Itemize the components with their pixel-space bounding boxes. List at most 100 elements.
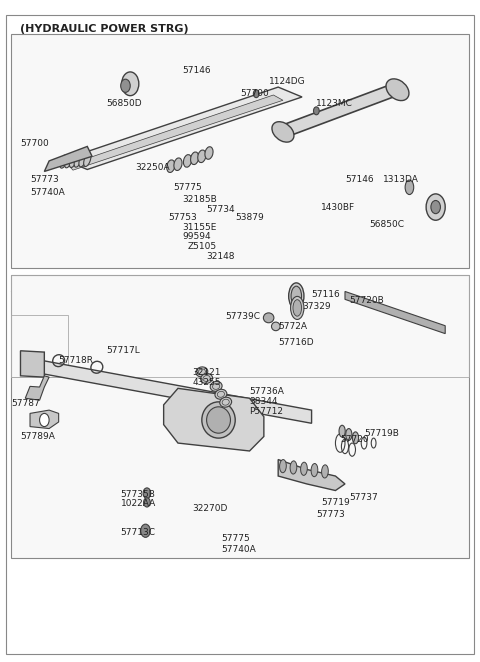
Polygon shape xyxy=(21,351,44,377)
Bar xyxy=(11,275,469,377)
Text: (HYDRAULIC POWER STRG): (HYDRAULIC POWER STRG) xyxy=(21,24,189,34)
Text: 1124DG: 1124DG xyxy=(269,77,305,86)
Text: 57735B: 57735B xyxy=(120,490,156,499)
Polygon shape xyxy=(25,376,49,401)
Ellipse shape xyxy=(198,150,206,163)
Text: 57146: 57146 xyxy=(345,175,373,184)
Text: Z5105: Z5105 xyxy=(188,242,216,251)
Ellipse shape xyxy=(196,367,208,377)
Ellipse shape xyxy=(405,180,414,195)
Text: 57718R: 57718R xyxy=(59,356,94,365)
Circle shape xyxy=(431,201,441,214)
Ellipse shape xyxy=(290,297,304,320)
Text: 99594: 99594 xyxy=(183,232,211,241)
Ellipse shape xyxy=(220,397,232,407)
Text: 1123MC: 1123MC xyxy=(316,99,353,108)
Circle shape xyxy=(426,194,445,220)
Text: 57700: 57700 xyxy=(240,89,269,98)
Circle shape xyxy=(253,90,259,97)
Text: 56850D: 56850D xyxy=(107,99,142,108)
Text: 57720: 57720 xyxy=(340,436,369,444)
Text: 57720B: 57720B xyxy=(350,295,384,305)
Text: 37329: 37329 xyxy=(302,302,331,311)
Ellipse shape xyxy=(215,389,227,399)
Text: 38344: 38344 xyxy=(250,397,278,406)
Bar xyxy=(11,275,469,559)
Text: 1313DA: 1313DA xyxy=(383,175,419,184)
Text: 57734: 57734 xyxy=(206,205,235,214)
Circle shape xyxy=(39,413,49,426)
Ellipse shape xyxy=(210,381,222,391)
Ellipse shape xyxy=(352,432,359,444)
Text: 57719B: 57719B xyxy=(364,429,399,438)
Polygon shape xyxy=(278,459,345,491)
Text: 56850C: 56850C xyxy=(369,220,404,228)
Text: 32148: 32148 xyxy=(206,252,235,261)
Text: 57713C: 57713C xyxy=(120,528,156,537)
Bar xyxy=(11,314,68,377)
Text: 57716D: 57716D xyxy=(278,338,314,347)
Ellipse shape xyxy=(339,425,345,437)
Text: 32185B: 32185B xyxy=(183,195,217,204)
Ellipse shape xyxy=(60,155,67,168)
Polygon shape xyxy=(30,410,59,428)
Ellipse shape xyxy=(201,373,213,383)
Text: 57719: 57719 xyxy=(321,498,350,507)
Polygon shape xyxy=(68,95,283,170)
Ellipse shape xyxy=(288,283,304,309)
Ellipse shape xyxy=(206,407,230,433)
Ellipse shape xyxy=(291,286,301,306)
Text: 57700: 57700 xyxy=(21,138,49,148)
Text: 32121: 32121 xyxy=(192,368,221,377)
Text: 57787: 57787 xyxy=(11,399,40,408)
Text: 57737: 57737 xyxy=(350,493,379,502)
Ellipse shape xyxy=(386,79,409,101)
Ellipse shape xyxy=(84,154,91,167)
Polygon shape xyxy=(25,357,312,423)
Text: 31155E: 31155E xyxy=(183,223,217,232)
Text: 57775: 57775 xyxy=(221,534,250,543)
Ellipse shape xyxy=(322,465,328,478)
Ellipse shape xyxy=(167,160,175,173)
Ellipse shape xyxy=(272,122,294,142)
Ellipse shape xyxy=(205,147,213,160)
Ellipse shape xyxy=(79,154,86,167)
Ellipse shape xyxy=(346,428,352,440)
Ellipse shape xyxy=(272,322,280,331)
Text: 57773: 57773 xyxy=(30,175,59,184)
Ellipse shape xyxy=(311,463,318,477)
Polygon shape xyxy=(164,389,264,451)
Text: 57740A: 57740A xyxy=(221,545,256,554)
Text: 57773: 57773 xyxy=(316,510,345,519)
Circle shape xyxy=(143,488,151,498)
Ellipse shape xyxy=(70,154,77,167)
Polygon shape xyxy=(44,146,92,171)
Polygon shape xyxy=(63,87,302,169)
Text: 43255: 43255 xyxy=(192,378,221,387)
Text: P57712: P57712 xyxy=(250,407,284,416)
Text: 57789A: 57789A xyxy=(21,432,55,441)
Circle shape xyxy=(144,498,150,507)
Ellipse shape xyxy=(65,155,72,168)
Text: 1022AA: 1022AA xyxy=(120,499,156,508)
Text: 57775: 57775 xyxy=(173,183,202,192)
Text: 57736A: 57736A xyxy=(250,387,285,396)
Circle shape xyxy=(313,107,319,115)
Ellipse shape xyxy=(191,152,199,165)
Ellipse shape xyxy=(202,402,235,438)
Text: 32250A: 32250A xyxy=(135,163,169,172)
Text: 53879: 53879 xyxy=(235,213,264,222)
Circle shape xyxy=(141,524,150,538)
Text: 57740A: 57740A xyxy=(30,188,65,197)
Text: 5772A: 5772A xyxy=(278,322,307,331)
Text: 57717L: 57717L xyxy=(107,346,140,355)
Polygon shape xyxy=(345,291,445,334)
Text: 32270D: 32270D xyxy=(192,504,228,514)
Ellipse shape xyxy=(290,461,297,474)
Text: 1430BF: 1430BF xyxy=(321,203,355,213)
Text: 57146: 57146 xyxy=(183,66,211,75)
Ellipse shape xyxy=(174,158,182,171)
Text: 57116: 57116 xyxy=(312,289,340,299)
Ellipse shape xyxy=(74,154,81,167)
Bar xyxy=(11,34,469,268)
